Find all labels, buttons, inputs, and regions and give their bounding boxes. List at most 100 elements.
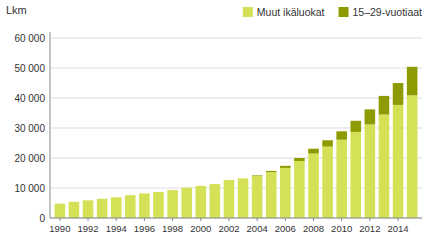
bar [69, 201, 80, 202]
legend-label: Muut ikäluokat [257, 6, 325, 18]
y-tick-label: 40 000 [14, 93, 45, 104]
bar [252, 175, 263, 177]
bar [238, 178, 249, 179]
x-tick-label: 1992 [77, 223, 98, 234]
bar [69, 202, 80, 218]
x-tick-label: 2000 [190, 223, 211, 234]
y-tick-label: 0 [39, 213, 45, 224]
bar [111, 197, 122, 198]
x-axis: 1990 1992 1994 1996 1998 2000 2002 2004 2006 2008… [49, 218, 408, 234]
x-tick-label: 2004 [247, 223, 268, 234]
x-tick [398, 218, 399, 221]
bar [153, 191, 164, 192]
y-tick-label: 10 000 [14, 183, 45, 194]
legend-label: 15–29-vuotiaat [353, 6, 423, 18]
bar [111, 197, 122, 218]
bar [181, 187, 192, 188]
y-tick-label: 60 000 [14, 33, 45, 44]
bar [350, 132, 361, 218]
x-tick [285, 218, 286, 221]
bar [393, 105, 404, 218]
bar [407, 67, 418, 96]
legend: Muut ikäluokat 15–29-vuotiaat [243, 6, 422, 18]
legend-swatch [243, 7, 253, 17]
x-tick [88, 218, 89, 221]
x-axis-line [50, 218, 422, 219]
bar [336, 140, 347, 218]
bar [266, 172, 277, 218]
x-tick-label: 1996 [134, 223, 155, 234]
x-tick [59, 218, 60, 221]
y-tick-label: 50 000 [14, 63, 45, 74]
y-tick-label: 30 000 [14, 123, 45, 134]
bar [407, 95, 418, 218]
y-axis-label: Lkm [6, 4, 27, 16]
bar [280, 166, 291, 168]
bar [379, 115, 390, 219]
x-tick [341, 218, 342, 221]
x-tick-label: 1990 [49, 223, 70, 234]
x-tick-label: 1994 [106, 223, 127, 234]
bar [181, 188, 192, 218]
bar [224, 179, 235, 180]
bar [393, 83, 404, 105]
x-tick-label: 2002 [218, 223, 239, 234]
y-tick-label: 20 000 [14, 153, 45, 164]
bar [139, 193, 150, 218]
y-axis-line [50, 32, 51, 218]
x-tick-label: 2014 [387, 223, 408, 234]
bar [238, 178, 249, 218]
bar [350, 121, 361, 132]
bar [97, 199, 108, 218]
bar [294, 158, 305, 161]
legend-item: 15–29-vuotiaat [339, 6, 423, 18]
bar [266, 171, 277, 172]
bar [308, 154, 319, 219]
x-tick [144, 218, 145, 221]
chart: 0 10 000 20 000 30 000 40 000 50 000 60 000 199… [0, 0, 434, 240]
bar [167, 190, 178, 218]
x-tick [257, 218, 258, 221]
grid-line [50, 68, 422, 69]
x-tick-label: 2012 [359, 223, 380, 234]
bar [195, 186, 206, 218]
x-tick-label: 2006 [275, 223, 296, 234]
x-tick [228, 218, 229, 221]
x-tick [313, 218, 314, 221]
x-tick [200, 218, 201, 221]
x-tick [116, 218, 117, 221]
bar [224, 180, 235, 218]
bar [97, 198, 108, 199]
grid-line [50, 218, 422, 219]
y-axis: 0 10 000 20 000 30 000 40 000 50 000 60 000 [14, 33, 422, 224]
bar [83, 200, 94, 201]
bar [125, 195, 136, 196]
bar [153, 192, 164, 218]
grid-line [50, 38, 422, 39]
grid-line [50, 98, 422, 99]
bar [195, 185, 206, 186]
legend-swatch [339, 7, 349, 17]
bar [125, 195, 136, 218]
bar [379, 96, 390, 115]
bar [55, 203, 66, 204]
bar [322, 147, 333, 218]
bar [55, 204, 66, 218]
x-tick-label: 2008 [303, 223, 324, 234]
bar [210, 184, 221, 218]
bar [336, 131, 347, 139]
bar [294, 161, 305, 218]
bars [55, 67, 418, 218]
bar [252, 176, 263, 218]
x-tick [172, 218, 173, 221]
bar [83, 200, 94, 218]
bar [308, 149, 319, 154]
legend-item: Muut ikäluokat [243, 6, 325, 18]
bar [280, 168, 291, 218]
bar [210, 184, 221, 185]
bar [365, 109, 376, 124]
bar [139, 193, 150, 194]
bar [167, 190, 178, 191]
x-tick [369, 218, 370, 221]
x-tick-label: 1998 [162, 223, 183, 234]
